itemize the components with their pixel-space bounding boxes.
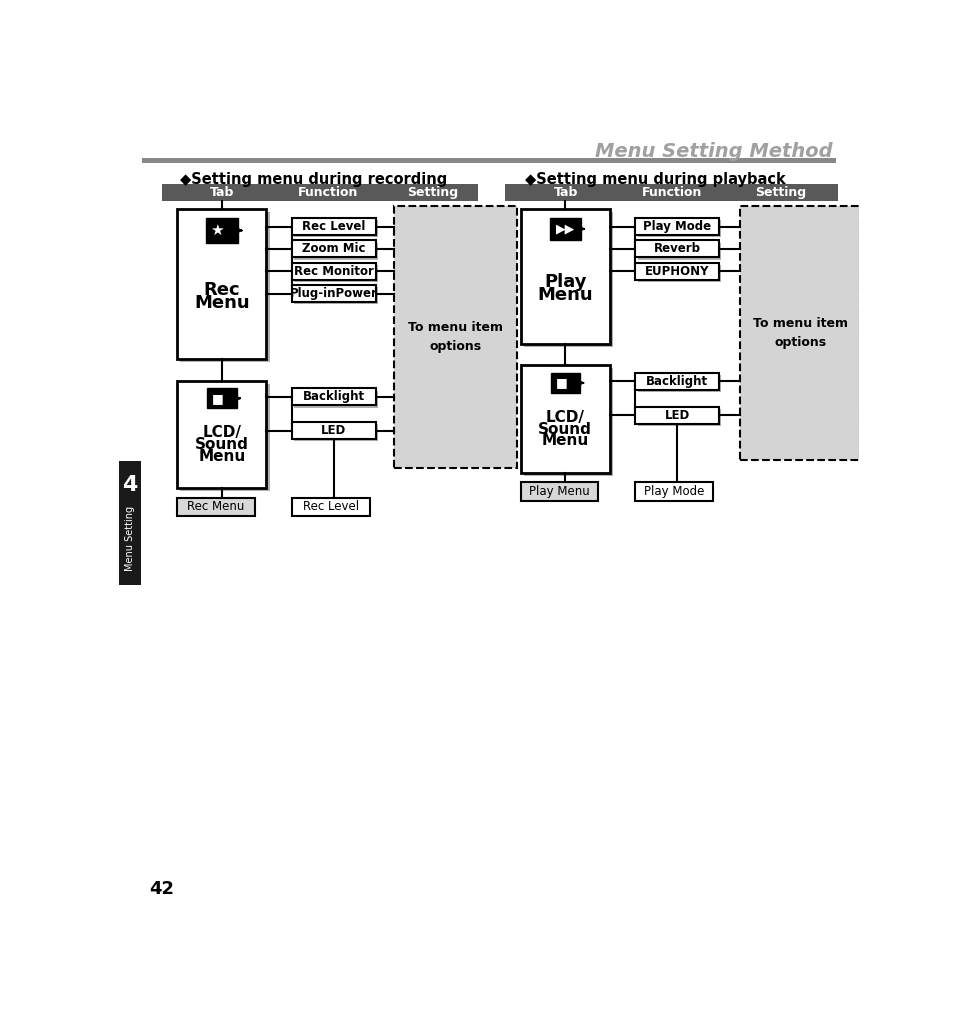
Text: LED: LED	[664, 409, 689, 422]
Text: Menu Setting Method: Menu Setting Method	[594, 142, 831, 161]
Bar	[394, 205, 517, 468]
Bar	[142, 158, 835, 162]
Bar	[177, 380, 266, 489]
Text: Rec Level: Rec Level	[302, 501, 358, 513]
Bar	[637, 243, 720, 260]
Bar	[294, 287, 377, 305]
Bar	[635, 373, 719, 389]
Bar	[292, 498, 369, 516]
Bar	[206, 218, 238, 243]
Bar	[294, 243, 377, 260]
Text: Zoom Mic: Zoom Mic	[302, 242, 365, 256]
Text: LED: LED	[321, 424, 346, 437]
Text: Tab: Tab	[553, 186, 578, 199]
Text: ■: ■	[212, 391, 224, 405]
Text: Backlight: Backlight	[302, 390, 365, 404]
Text: Tab: Tab	[210, 186, 234, 199]
Bar	[635, 263, 719, 280]
Bar	[119, 462, 141, 585]
Text: Backlight: Backlight	[645, 375, 707, 388]
Bar	[207, 388, 236, 409]
Bar	[180, 383, 270, 492]
Text: ▶▶: ▶▶	[555, 223, 575, 235]
Bar	[177, 498, 254, 516]
Bar	[294, 221, 377, 237]
Text: Sound: Sound	[537, 422, 592, 436]
Text: ■: ■	[555, 376, 567, 389]
Bar	[180, 212, 270, 362]
Text: Setting: Setting	[754, 186, 805, 199]
Text: Reverb: Reverb	[653, 242, 700, 256]
Text: 42: 42	[149, 880, 173, 897]
Bar	[523, 212, 612, 346]
Bar	[292, 285, 375, 303]
Bar	[637, 265, 720, 282]
Text: LCD/: LCD/	[202, 425, 241, 440]
Bar	[635, 240, 719, 258]
Bar	[505, 184, 838, 201]
Bar	[635, 482, 712, 501]
Bar	[635, 407, 719, 424]
Text: Rec Monitor: Rec Monitor	[294, 265, 374, 278]
Bar	[637, 221, 720, 237]
Text: To menu item
options: To menu item options	[408, 321, 502, 353]
Bar	[292, 263, 375, 280]
Text: Plug-inPower: Plug-inPower	[290, 287, 377, 300]
Bar	[294, 390, 377, 408]
Bar	[637, 409, 720, 426]
Text: Menu: Menu	[198, 449, 245, 464]
Bar	[523, 368, 612, 476]
Text: Rec Menu: Rec Menu	[187, 501, 245, 513]
Text: Menu Setting: Menu Setting	[125, 506, 135, 571]
Text: EUPHONY: EUPHONY	[644, 265, 709, 278]
Bar	[294, 265, 377, 282]
Bar	[292, 240, 375, 258]
Bar	[550, 373, 579, 392]
Text: Menu: Menu	[541, 433, 588, 449]
Text: Play: Play	[543, 273, 586, 291]
Text: Rec Level: Rec Level	[302, 220, 365, 233]
Text: ◆Setting menu during recording: ◆Setting menu during recording	[179, 172, 447, 187]
Text: Rec: Rec	[203, 281, 240, 298]
Bar	[292, 422, 375, 439]
Text: LCD/: LCD/	[545, 410, 584, 425]
Bar	[549, 218, 580, 240]
Bar	[520, 365, 609, 473]
Text: Function: Function	[641, 186, 701, 199]
Text: Menu: Menu	[537, 286, 593, 305]
Text: Function: Function	[298, 186, 358, 199]
Text: Play Mode: Play Mode	[642, 220, 711, 233]
Bar	[177, 208, 266, 359]
Bar	[637, 375, 720, 392]
Text: Menu: Menu	[193, 293, 250, 312]
Text: To menu item
options: To menu item options	[752, 317, 846, 349]
Text: Play Mode: Play Mode	[643, 485, 703, 498]
Bar	[635, 218, 719, 235]
Text: Sound: Sound	[194, 437, 249, 452]
Bar	[740, 205, 860, 460]
Text: ◆Setting menu during playback: ◆Setting menu during playback	[524, 172, 784, 187]
Bar	[292, 388, 375, 406]
Bar	[162, 184, 477, 201]
Text: ★: ★	[211, 223, 224, 238]
Text: Play Menu: Play Menu	[529, 485, 589, 498]
Bar	[292, 218, 375, 235]
Bar	[294, 424, 377, 442]
Text: 4: 4	[122, 474, 137, 495]
Bar	[520, 482, 598, 501]
Text: Setting: Setting	[407, 186, 458, 199]
Bar	[520, 208, 609, 343]
